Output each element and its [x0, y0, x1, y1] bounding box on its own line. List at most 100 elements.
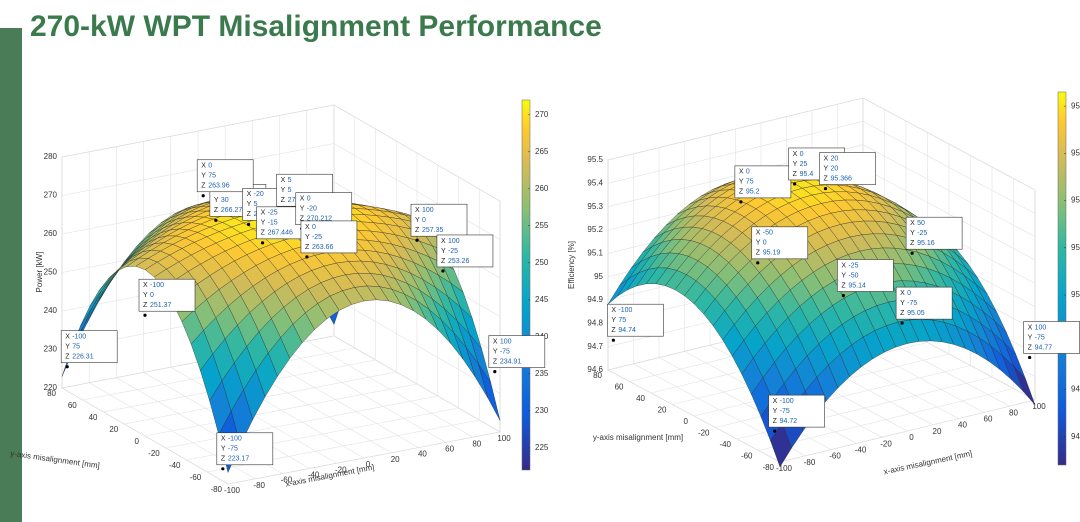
z-axis-label: Power [kW]: [35, 252, 44, 293]
datatip-value: 94.74: [618, 327, 636, 334]
grid-line: [165, 395, 438, 449]
datatip-value: 100: [448, 238, 460, 245]
datatip-value: 5: [288, 177, 292, 184]
colorbar-tick-label: 260: [535, 184, 549, 193]
datatip-key: Y: [773, 408, 778, 415]
surface-plot: 94.6 94.7 94.8 94.9 95 95.1 95.2 95.3 95.4 95.5 -1…: [567, 91, 1080, 476]
colorbar: [521, 99, 531, 471]
z-tick-label: 220: [44, 383, 58, 392]
x-tick-label: -20: [880, 439, 892, 448]
datatip-value: 257.35: [422, 227, 444, 234]
datatip-box: [837, 259, 894, 292]
x-tick-label: -60: [281, 476, 293, 485]
datatip-key: Z: [214, 207, 219, 214]
datatip-value: 95.05: [907, 310, 925, 317]
datatip-value: -25: [312, 234, 322, 241]
datatip-key: Y: [300, 206, 305, 213]
x-tick-label: -40: [308, 471, 320, 480]
y-tick-label: -80: [762, 463, 774, 472]
datatip-point: [201, 194, 205, 198]
colorbar-tick-label: 95: [1071, 290, 1080, 299]
z-tick-label: 95.3: [587, 202, 603, 211]
grid-line: [227, 431, 501, 485]
y-tick-label: -40: [719, 440, 731, 449]
y-tick-label: -20: [148, 449, 160, 458]
datatip-value: 20: [831, 155, 839, 162]
datatip-box: [768, 394, 825, 428]
x-tick-label: 40: [418, 450, 427, 459]
datatip-point: [305, 255, 309, 259]
datatip-key: X: [143, 282, 148, 289]
datatip-value: -25: [268, 210, 278, 217]
grid-line: [758, 388, 1014, 451]
datatip-key: Y: [214, 197, 219, 204]
colorbar-tick-label: 245: [535, 295, 549, 304]
datatip-key: Z: [300, 216, 305, 223]
datatip-box: [295, 192, 353, 225]
x-tick-label: -20: [335, 465, 347, 474]
datatip-key: Y: [841, 272, 846, 279]
datatip-key: X: [247, 191, 252, 198]
datatip-key: Y: [247, 201, 252, 208]
datatip-value: 0: [907, 290, 911, 297]
datatip-key: Z: [441, 258, 446, 265]
z-tick-label: 260: [44, 229, 58, 238]
datatip-key: X: [493, 338, 498, 345]
datatip-key: Y: [1028, 334, 1033, 341]
datatip-point: [910, 251, 914, 255]
datatip-point: [247, 222, 251, 226]
colorbar-tick-label: 270: [535, 110, 549, 119]
datatip-key: X: [415, 207, 420, 214]
datatip-key: X: [1028, 324, 1033, 331]
x-tick-label: -40: [855, 446, 867, 455]
colorbar-tick-label: 265: [535, 147, 549, 156]
datatip-box: [138, 278, 196, 312]
z-tick-label: 95.4: [587, 178, 603, 187]
datatip-value: 223.17: [228, 456, 250, 463]
colorbar-tick-label: 95.2: [1071, 196, 1080, 205]
z-tick-label: 95: [594, 272, 603, 281]
datatip-value: 263.96: [208, 183, 230, 190]
datatip-box: [196, 159, 254, 193]
datatip-key: X: [793, 151, 798, 158]
datatip-key: Z: [910, 240, 915, 247]
datatip-value: 75: [72, 344, 80, 351]
datatip-value: 226.31: [72, 354, 94, 361]
colorbar-tick-label: 94.8: [1071, 385, 1080, 394]
y-tick-label: 40: [89, 413, 98, 422]
datatip-key: X: [900, 290, 905, 297]
datatip-key: Z: [415, 227, 420, 234]
datatip-key: Y: [824, 165, 829, 172]
datatip-key: X: [300, 196, 305, 203]
x-tick-label: 40: [958, 421, 967, 430]
datatip-point: [793, 182, 797, 186]
datatip-point: [756, 261, 760, 265]
datatip-key: Z: [824, 175, 829, 182]
datatip-value: -75: [228, 446, 238, 453]
datatip-key: Z: [793, 171, 798, 178]
datatip-key: Y: [65, 344, 70, 351]
datatip-key: Y: [493, 348, 498, 355]
datatip-key: Z: [900, 310, 905, 317]
datatip-value: 0: [150, 292, 154, 299]
z-tick-label: 94.9: [587, 295, 603, 304]
datatip-point: [611, 338, 615, 342]
datatip-key: Z: [281, 197, 286, 204]
datatip-box: [905, 216, 963, 250]
datatip-point: [214, 218, 218, 222]
datatip-value: 100: [422, 207, 434, 214]
z-tick-label: 250: [44, 268, 58, 277]
z-tick-label: 270: [44, 191, 58, 200]
datatip-point: [823, 186, 828, 191]
datatip-value: 75: [208, 173, 216, 180]
datatip-point: [143, 313, 147, 317]
y-tick-label: -20: [698, 429, 710, 438]
datatip-key: Z: [305, 244, 310, 251]
colorbar-tick-label: 230: [535, 406, 549, 415]
datatip-key: X: [201, 163, 206, 170]
datatip-value: -100: [150, 282, 164, 289]
datatip-value: 253.26: [448, 258, 470, 265]
datatip-value: 0: [763, 240, 767, 247]
datatip-box: [607, 303, 664, 337]
datatip-key: Y: [305, 234, 310, 241]
